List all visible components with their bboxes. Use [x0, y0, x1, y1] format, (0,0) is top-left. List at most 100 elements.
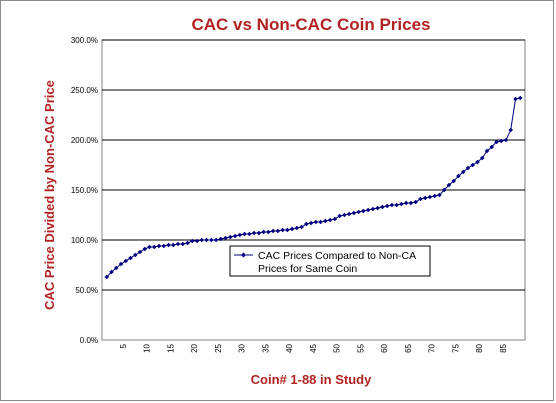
data-point: [503, 137, 509, 143]
data-point: [399, 201, 404, 207]
data-point: [128, 255, 133, 261]
data-point: [304, 221, 309, 227]
data-point: [109, 269, 114, 275]
data-point: [384, 203, 390, 209]
series-line: [106, 97, 521, 278]
data-point: [451, 178, 457, 184]
data-point: [484, 148, 490, 154]
legend-label-line-1: CAC Prices Compared to Non-CA: [258, 250, 416, 262]
data-point: [213, 237, 219, 243]
data-point: [437, 192, 442, 198]
data-point: [441, 187, 447, 193]
data-point: [308, 220, 314, 226]
data-point: [413, 199, 418, 205]
data-point: [209, 237, 214, 243]
y-tick-label: 250.0%: [71, 86, 98, 95]
y-tick-label: 100.0%: [71, 236, 98, 245]
data-point: [266, 229, 271, 235]
x-tick-label: 50: [333, 343, 342, 352]
data-point: [470, 162, 476, 168]
x-tick-label: 35: [261, 343, 270, 352]
y-tick-label: 300.0%: [71, 36, 98, 45]
data-point: [142, 246, 148, 252]
chart-title: CAC vs Non-CAC Coin Prices: [192, 15, 431, 34]
data-point: [256, 230, 262, 236]
data-point: [489, 144, 495, 150]
x-tick-label: 40: [285, 343, 294, 352]
data-point: [237, 232, 243, 238]
data-point: [299, 224, 304, 230]
legend: CAC Prices Compared to Non-CA Prices for…: [229, 245, 431, 277]
data-point: [185, 240, 190, 246]
data-point: [104, 274, 110, 280]
data-point: [270, 228, 276, 234]
data-point: [361, 208, 366, 214]
data-point: [327, 217, 333, 223]
x-tick-label: 20: [190, 343, 199, 352]
legend-marker: [241, 252, 246, 258]
data-point: [479, 155, 485, 161]
data-point: [166, 242, 171, 248]
data-point: [494, 139, 499, 145]
data-point: [190, 238, 195, 244]
data-point: [280, 227, 285, 233]
x-tick-label: 65: [404, 343, 413, 352]
data-point: [223, 235, 228, 241]
data-point: [508, 127, 514, 133]
data-point: [517, 95, 523, 101]
data-point: [346, 211, 352, 217]
data-point: [432, 193, 437, 199]
data-point: [389, 202, 395, 208]
data-point: [456, 173, 461, 179]
data-point: [247, 231, 252, 237]
data-point: [422, 195, 428, 201]
y-tick-label: 200.0%: [71, 136, 98, 145]
y-tick-label: 150.0%: [71, 186, 98, 195]
x-tick-label: 70: [428, 343, 437, 352]
x-tick-label: 30: [238, 343, 247, 352]
data-point: [251, 230, 257, 236]
data-point: [194, 238, 200, 244]
series-markers: [104, 95, 523, 280]
data-point: [170, 242, 176, 248]
data-point: [156, 243, 162, 249]
data-point: [513, 96, 518, 102]
data-point: [313, 219, 319, 225]
data-point: [365, 207, 371, 213]
x-tick-label: 10: [143, 343, 152, 352]
x-tick-label: 15: [166, 343, 175, 352]
data-point: [332, 216, 338, 222]
x-tick-label: 25: [214, 343, 223, 352]
x-tick-label: 85: [499, 343, 508, 352]
data-point: [375, 205, 380, 211]
data-point: [228, 234, 233, 240]
data-point: [418, 196, 423, 202]
legend-label-line-2: Prices for Same Coin: [258, 263, 357, 275]
data-point: [289, 226, 295, 232]
data-point: [356, 209, 361, 215]
x-tick-label: 5: [119, 343, 128, 348]
data-point: [180, 241, 186, 247]
y-tick-label: 50.0%: [75, 286, 98, 295]
x-tick-labels: 5 10 15 20 25 30 35 40 45 50 55 60 65 70 75 80 85: [119, 343, 508, 352]
data-point: [403, 200, 409, 206]
data-point: [232, 233, 238, 239]
y-tick-labels: 0.0% 50.0% 100.0% 150.0% 200.0% 250.0% 300.0%: [71, 36, 98, 345]
data-point: [113, 265, 119, 271]
data-point: [408, 200, 414, 206]
data-point: [380, 204, 385, 210]
data-point: [218, 236, 224, 242]
data-point: [370, 206, 376, 212]
data-point: [285, 227, 290, 233]
x-tick-label: 75: [451, 343, 460, 352]
x-axis-title: Coin# 1-88 in Study: [251, 372, 372, 387]
data-point: [351, 210, 357, 216]
y-tick-label: 0.0%: [80, 336, 98, 345]
legend-box: [229, 245, 431, 277]
y-axis-title: CAC Price Divided by Non-CAC Price: [42, 80, 57, 310]
data-point: [242, 231, 247, 237]
data-point: [118, 261, 124, 267]
data-point: [204, 237, 209, 243]
x-tick-label: 45: [309, 343, 318, 352]
